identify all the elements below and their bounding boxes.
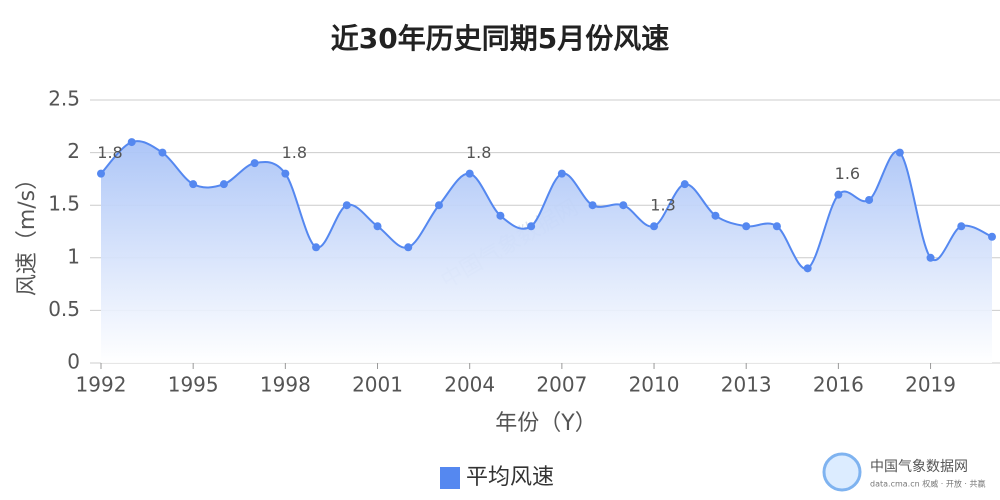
logo-title: 中国气象数据网	[870, 459, 968, 475]
point	[373, 222, 382, 231]
point	[219, 180, 228, 189]
x-axis-title: 年份（Y）	[495, 411, 596, 436]
point	[434, 201, 443, 210]
x-tick-label: 1992	[76, 373, 127, 397]
point	[312, 243, 321, 252]
point	[895, 148, 904, 157]
point	[650, 222, 659, 231]
point	[926, 253, 935, 262]
point	[865, 195, 874, 204]
point	[465, 169, 474, 178]
data-label: 1.8	[282, 143, 307, 162]
data-label: 1.8	[97, 143, 122, 162]
point	[496, 211, 505, 220]
x-tick-label: 2019	[905, 373, 956, 397]
x-tick-label: 2013	[721, 373, 772, 397]
data-label: 1.8	[466, 143, 491, 162]
chart-title: 近30年历史同期5月份风速	[331, 22, 669, 55]
point	[803, 264, 812, 273]
y-tick-label: 0	[67, 350, 80, 374]
y-tick-label: 2	[67, 139, 80, 163]
logo-icon	[822, 452, 862, 492]
point	[680, 180, 689, 189]
y-tick-label: 1	[67, 244, 80, 268]
point	[189, 180, 198, 189]
point	[772, 222, 781, 231]
y-axis-title: 风速（m/s）	[15, 168, 40, 296]
point	[957, 222, 966, 231]
area	[101, 141, 992, 363]
point	[527, 222, 536, 231]
y-tick-label: 0.5	[48, 297, 80, 321]
x-tick-label: 2010	[629, 373, 680, 397]
data-label: 1.3	[650, 196, 675, 215]
data-label: 1.6	[835, 164, 860, 183]
point	[342, 201, 351, 210]
x-tick-label: 2016	[813, 373, 864, 397]
x-tick-label: 2007	[536, 373, 587, 397]
point	[557, 169, 566, 178]
legend-label: 平均风速	[466, 465, 554, 490]
point	[834, 190, 843, 199]
point	[127, 138, 136, 147]
point	[158, 148, 167, 157]
x-tick-label: 2001	[352, 373, 403, 397]
point	[711, 211, 720, 220]
point	[404, 243, 413, 252]
point	[97, 169, 105, 178]
point	[250, 159, 259, 168]
y-tick-label: 2.5	[48, 87, 80, 111]
point	[988, 232, 996, 241]
point	[619, 201, 628, 210]
logo-subtitle: data.cma.cn 权威 · 开放 · 共赢	[870, 479, 985, 489]
point	[588, 201, 597, 210]
legend-swatch	[440, 467, 460, 489]
y-tick-label: 1.5	[48, 192, 80, 216]
x-tick-label: 1995	[168, 373, 219, 397]
x-tick-label: 2004	[444, 373, 495, 397]
x-tick-label: 1998	[260, 373, 311, 397]
point	[742, 222, 751, 231]
point	[281, 169, 290, 178]
